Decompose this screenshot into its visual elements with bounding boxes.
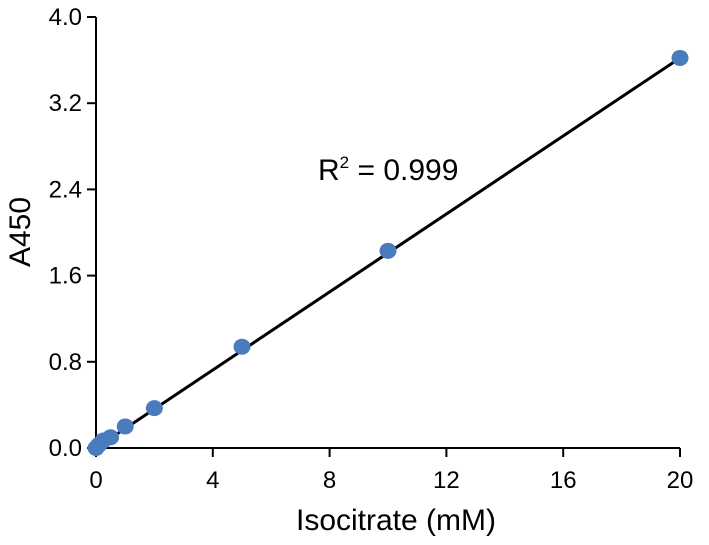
x-tick-label: 4 bbox=[206, 467, 219, 494]
r-squared-exponent: 2 bbox=[340, 153, 349, 172]
r-squared-value: = 0.999 bbox=[349, 154, 458, 187]
r-squared-base: R bbox=[318, 154, 340, 187]
y-tick-label: 0.8 bbox=[49, 349, 82, 376]
data-point bbox=[145, 400, 163, 417]
data-point bbox=[233, 338, 251, 355]
y-axis-title: A450 bbox=[4, 197, 37, 267]
y-tick-label: 3.2 bbox=[49, 90, 82, 117]
y-axis: 0.0 0.8 1.6 2.4 3.2 4.0 bbox=[49, 4, 97, 462]
x-tick-label: 0 bbox=[89, 467, 102, 494]
data-point bbox=[116, 418, 134, 435]
y-tick-label: 1.6 bbox=[49, 263, 82, 290]
x-tick-label: 20 bbox=[667, 467, 694, 494]
data-point bbox=[102, 429, 120, 446]
data-points bbox=[87, 49, 689, 456]
x-tick-label: 12 bbox=[433, 467, 460, 494]
data-point bbox=[379, 242, 397, 259]
x-axis-title: Isocitrate (mM) bbox=[296, 504, 496, 537]
data-point bbox=[671, 49, 689, 66]
x-tick-label: 8 bbox=[323, 467, 336, 494]
r-squared-annotation: R2 = 0.999 bbox=[318, 153, 458, 187]
x-axis: 0 4 8 12 16 20 bbox=[89, 447, 694, 494]
y-tick-label: 0.0 bbox=[49, 435, 82, 462]
y-tick-label: 4.0 bbox=[49, 4, 82, 31]
y-tick-label: 2.4 bbox=[49, 176, 82, 203]
x-tick-label: 16 bbox=[550, 467, 577, 494]
